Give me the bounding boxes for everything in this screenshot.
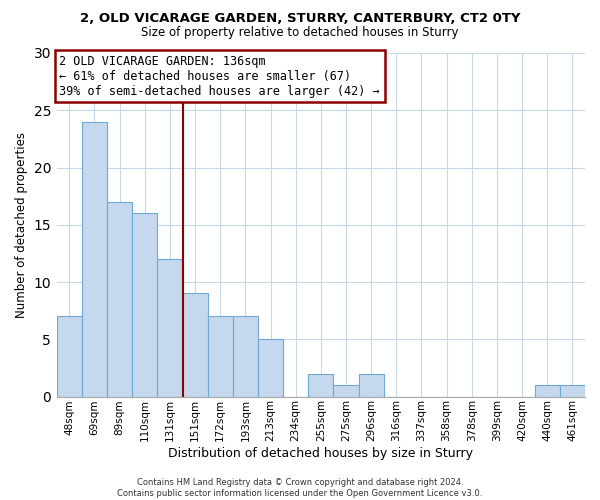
Bar — [560, 385, 585, 396]
Text: 2, OLD VICARAGE GARDEN, STURRY, CANTERBURY, CT2 0TY: 2, OLD VICARAGE GARDEN, STURRY, CANTERBU… — [80, 12, 520, 26]
Bar — [107, 202, 132, 396]
Bar — [308, 374, 334, 396]
Bar — [182, 294, 208, 397]
X-axis label: Distribution of detached houses by size in Sturry: Distribution of detached houses by size … — [169, 447, 473, 460]
Bar — [157, 259, 182, 396]
Y-axis label: Number of detached properties: Number of detached properties — [15, 132, 28, 318]
Bar — [334, 385, 359, 396]
Bar — [233, 316, 258, 396]
Bar — [57, 316, 82, 396]
Bar — [132, 214, 157, 396]
Bar — [208, 316, 233, 396]
Bar — [258, 340, 283, 396]
Text: Size of property relative to detached houses in Sturry: Size of property relative to detached ho… — [141, 26, 459, 39]
Bar — [535, 385, 560, 396]
Text: Contains HM Land Registry data © Crown copyright and database right 2024.
Contai: Contains HM Land Registry data © Crown c… — [118, 478, 482, 498]
Text: 2 OLD VICARAGE GARDEN: 136sqm
← 61% of detached houses are smaller (67)
39% of s: 2 OLD VICARAGE GARDEN: 136sqm ← 61% of d… — [59, 54, 380, 98]
Bar — [359, 374, 384, 396]
Bar — [82, 122, 107, 396]
